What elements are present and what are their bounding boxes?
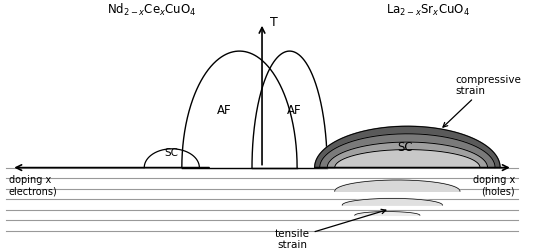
Text: doping x
(holes): doping x (holes) [473,174,515,196]
Polygon shape [334,150,480,168]
Polygon shape [327,142,488,168]
Text: compressive
strain: compressive strain [443,74,521,128]
Polygon shape [355,212,420,215]
Text: Nd$_{2-x}$Ce$_x$CuO$_4$: Nd$_{2-x}$Ce$_x$CuO$_4$ [107,2,197,18]
Text: tensile
strain: tensile strain [274,209,386,249]
Text: AF: AF [287,104,302,117]
Text: La$_{2-x}$Sr$_x$CuO$_4$: La$_{2-x}$Sr$_x$CuO$_4$ [385,3,470,18]
Text: doping x
electrons): doping x electrons) [9,174,58,196]
Polygon shape [144,149,199,168]
Text: SC: SC [165,148,179,158]
Polygon shape [319,134,495,168]
Polygon shape [252,52,327,168]
Text: T: T [270,15,277,28]
Text: SC: SC [397,140,413,153]
Polygon shape [342,199,442,205]
Polygon shape [315,127,500,168]
Text: AF: AF [217,104,232,117]
Polygon shape [182,52,297,168]
Polygon shape [334,180,460,192]
